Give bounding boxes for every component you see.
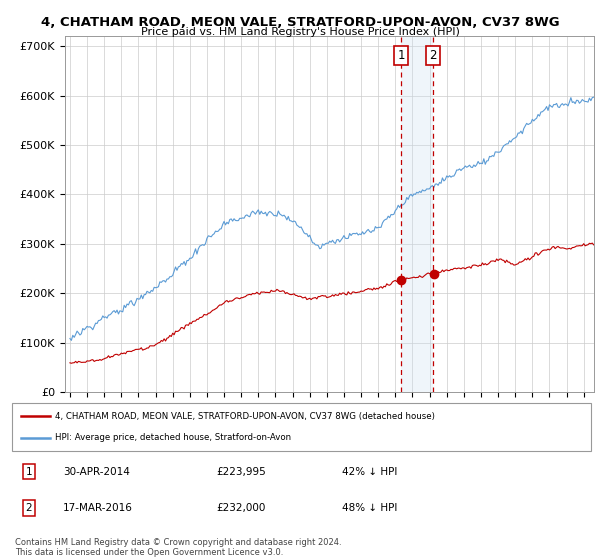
Text: 2: 2 [430,49,437,62]
Text: 1: 1 [25,466,32,477]
FancyBboxPatch shape [12,403,591,451]
Bar [401,36,433,392]
Text: Contains HM Land Registry data © Crown copyright and database right 2024.
This d: Contains HM Land Registry data © Crown c… [15,538,341,557]
Text: Price paid vs. HM Land Registry's House Price Index (HPI): Price paid vs. HM Land Registry's House … [140,27,460,37]
Text: HPI: Average price, detached house, Stratford-on-Avon: HPI: Average price, detached house, Stra… [55,433,292,442]
Text: 48% ↓ HPI: 48% ↓ HPI [342,503,397,513]
Text: £232,000: £232,000 [216,503,265,513]
Text: £223,995: £223,995 [216,466,266,477]
Text: 4, CHATHAM ROAD, MEON VALE, STRATFORD-UPON-AVON, CV37 8WG: 4, CHATHAM ROAD, MEON VALE, STRATFORD-UP… [41,16,559,29]
Text: 2: 2 [25,503,32,513]
Text: 42% ↓ HPI: 42% ↓ HPI [342,466,397,477]
Text: 30-APR-2014: 30-APR-2014 [63,466,130,477]
Text: 1: 1 [397,49,405,62]
Text: 17-MAR-2016: 17-MAR-2016 [63,503,133,513]
Text: 4, CHATHAM ROAD, MEON VALE, STRATFORD-UPON-AVON, CV37 8WG (detached house): 4, CHATHAM ROAD, MEON VALE, STRATFORD-UP… [55,412,436,421]
